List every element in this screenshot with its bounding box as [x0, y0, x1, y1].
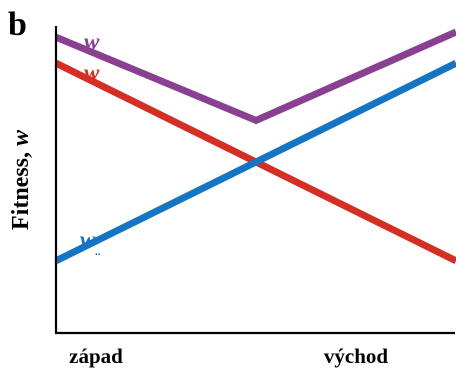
- series-label-main: w: [80, 227, 96, 252]
- x-tick-label-zapad: západ: [69, 344, 123, 368]
- y-axis-label-italic: w: [8, 129, 34, 146]
- red-series-label: w..: [84, 60, 105, 91]
- blue-series-label: w..: [80, 227, 101, 258]
- series-labels: w..w..w..: [80, 29, 105, 258]
- series-label-subscript: ..: [95, 246, 101, 258]
- series-label-subscript: ..: [99, 48, 105, 60]
- series-label-main: w: [84, 60, 100, 85]
- series-label-subscript: ..: [99, 79, 105, 91]
- plot-lines: [54, 28, 456, 264]
- blue-fitness-line: [54, 60, 456, 264]
- y-axis-label: Fitness, w: [8, 129, 34, 230]
- x-tick-labels: západ východ: [69, 344, 388, 368]
- series-label-main: w: [84, 29, 100, 54]
- x-tick-label-vychod: východ: [324, 344, 389, 368]
- purple-series-label: w..: [84, 29, 105, 60]
- y-axis-label-text: Fitness,: [8, 146, 34, 230]
- purple-fitness-line: [54, 28, 456, 125]
- panel-label: b: [8, 6, 27, 43]
